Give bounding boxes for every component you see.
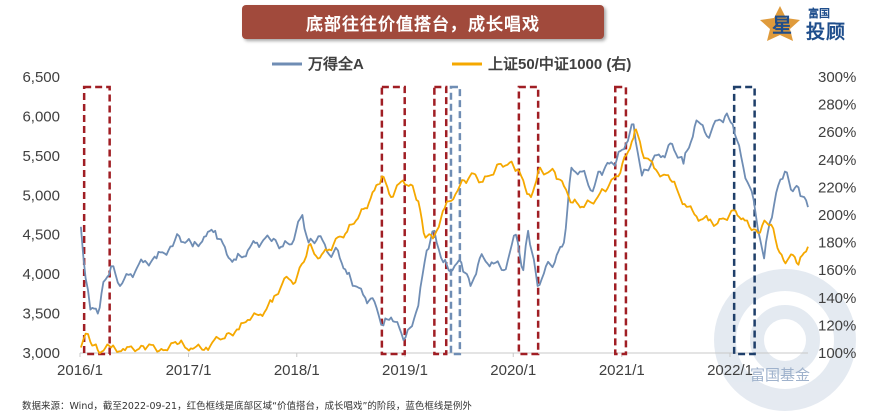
right-tick-label: 220% <box>818 179 856 196</box>
series-line-wind-all-a <box>80 112 809 341</box>
x-tick-label: 2021/1 <box>599 362 645 379</box>
chart-title: 底部往往价值搭台，成长唱戏 <box>306 14 540 35</box>
series-lines <box>80 112 809 355</box>
x-tick-label: 2022/1 <box>707 362 753 379</box>
star-logo-icon: 星 <box>760 6 800 41</box>
red-box <box>517 85 540 356</box>
right-tick-label: 280% <box>818 97 856 114</box>
right-tick-label: 120% <box>818 317 856 334</box>
right-tick-label: 100% <box>818 345 856 362</box>
red-box <box>380 85 406 356</box>
x-tick-label: 2019/1 <box>382 362 428 379</box>
x-axis: 2016/1 2017/1 2018/1 2019/1 2020/1 2021/1 2022… <box>57 352 808 379</box>
left-tick-label: 3,500 <box>22 306 60 323</box>
left-tick-label: 6,000 <box>22 108 60 125</box>
highlight-boxes <box>82 85 756 356</box>
right-tick-label: 300% <box>818 69 856 86</box>
right-tick-label: 160% <box>818 262 856 279</box>
left-tick-label: 3,000 <box>22 345 60 362</box>
red-box <box>82 85 111 356</box>
x-tick-label: 2017/1 <box>166 362 212 379</box>
left-tick-label: 6,500 <box>22 69 60 86</box>
watermark <box>714 269 856 411</box>
logo-mark-text: 星 <box>772 14 792 37</box>
source-note: 数据来源：Wind，截至2022-09-21，红色框线是底部区域“价值搭台，成长… <box>22 401 472 412</box>
right-tick-label: 200% <box>818 207 856 224</box>
blue-box <box>449 85 462 356</box>
right-tick-label: 140% <box>818 290 856 307</box>
right-axis: 100% 120% 140% 160% 180% 200% 220% 240% 260% 280%… <box>818 69 856 362</box>
left-tick-label: 4,000 <box>22 266 60 283</box>
x-tick-label: 2018/1 <box>274 362 320 379</box>
chart-title-banner: 底部往往价值搭台，成长唱戏 <box>242 5 604 39</box>
left-tick-label: 5,500 <box>22 148 60 165</box>
watermark-text: 富国基金 <box>750 366 810 384</box>
left-tick-label: 4,500 <box>22 227 60 244</box>
x-tick-label: 2020/1 <box>490 362 536 379</box>
x-tick-label: 2016/1 <box>57 362 103 379</box>
right-tick-label: 240% <box>818 152 856 169</box>
left-tick-label: 5,000 <box>22 187 60 204</box>
legend-label: 上证50/中证1000 (右) <box>488 55 631 73</box>
legend-label: 万得全A <box>307 55 364 73</box>
left-axis: 3,000 3,500 4,000 4,500 5,000 5,500 6,000 6,500 <box>22 69 60 362</box>
series-line-sz50-csi1000 <box>80 128 809 355</box>
brand-logo: 星 富国 投顾 <box>750 2 870 43</box>
right-tick-label: 180% <box>818 235 856 252</box>
dark-blue-box <box>732 85 756 356</box>
legend: 万得全A 上证50/中证1000 (右) <box>272 55 631 73</box>
right-tick-label: 260% <box>818 124 856 141</box>
logo-text-big: 投顾 <box>806 21 847 43</box>
logo-text-small: 富国 <box>808 7 830 20</box>
red-box <box>614 85 628 356</box>
red-box <box>433 85 448 356</box>
